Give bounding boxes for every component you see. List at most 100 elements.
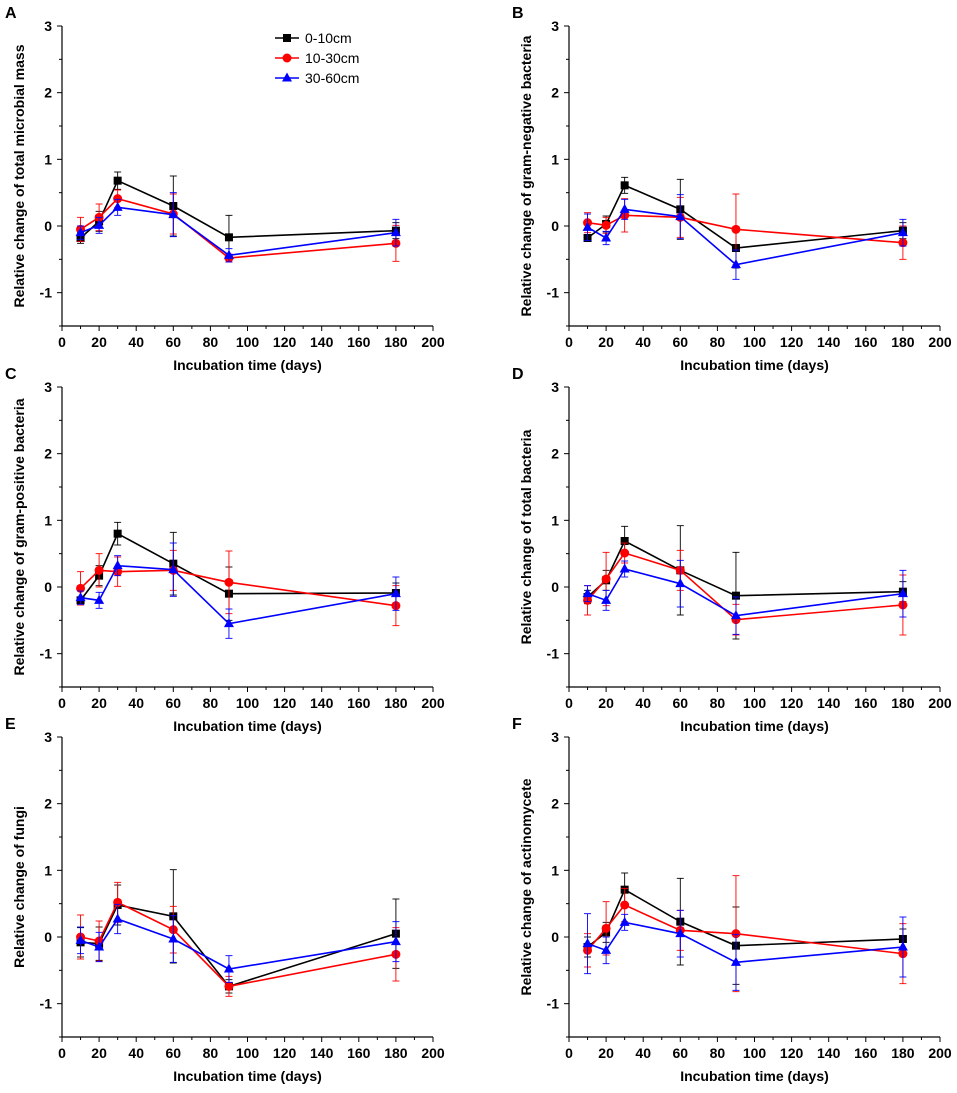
data-point [94,565,104,575]
data-point [224,233,233,242]
data-point [620,900,630,910]
data-point [675,928,686,938]
series-line [80,197,396,259]
y-tick-label: -1 [547,646,560,662]
x-tick-label: 100 [743,695,767,711]
x-tick-label: 140 [817,334,841,350]
series-30-60cm [75,192,401,263]
panel-label: C [5,366,17,383]
x-tick-label: 60 [673,334,689,350]
series-line [80,901,397,988]
data-point [582,938,593,948]
data-point [390,588,401,598]
y-axis-title: Relative change of fungi [11,806,27,968]
panel-label: D [512,366,524,383]
data-point [619,916,630,926]
data-point [675,211,686,221]
x-tick-label: 20 [91,334,107,350]
series-line [587,214,903,244]
x-tick-label: 100 [743,334,767,350]
x-tick-label: 120 [780,1045,804,1061]
data-point [113,176,122,185]
y-tick-label: 2 [44,446,52,462]
x-tick-label: 60 [166,695,182,711]
series-10-30cm [583,193,908,266]
x-axis-title: Incubation time (days) [173,718,322,734]
chart-panel-b: B 0 20 40 60 80 100 120 140 160 180 200 -1 0 1 2 3 Incuba… [512,5,952,373]
x-tick-label: 200 [421,1045,445,1061]
y-tick-label: -1 [547,285,560,301]
x-tick-label: 160 [347,334,371,350]
data-point [94,219,105,229]
x-tick-label: 200 [421,695,445,711]
x-tick-label: 0 [58,1045,66,1061]
series-line [79,532,396,601]
y-axis-title: Relative change of total microbial mass [11,44,27,307]
x-tick-label: 180 [891,695,915,711]
x-tick-label: 60 [166,334,182,350]
panel-label: B [512,5,524,22]
x-axis-title: Incubation time (days) [173,357,322,373]
series-30-60cm [75,903,401,983]
data-point [620,548,630,558]
data-point [112,913,123,923]
data-point [897,227,908,237]
data-point [601,944,612,954]
data-point [731,591,740,600]
x-tick-label: 120 [780,334,804,350]
x-tick-label: 140 [817,1045,841,1061]
x-tick-label: 200 [928,334,952,350]
x-tick-label: 0 [565,695,573,711]
x-tick-label: 0 [58,334,66,350]
x-tick-label: 40 [635,334,651,350]
x-tick-label: 60 [166,1045,182,1061]
legend-marker [282,72,292,82]
x-tick-label: 20 [598,334,614,350]
data-point [224,981,234,991]
x-tick-label: 40 [635,1045,651,1061]
x-tick-label: 180 [891,334,915,350]
legend: 0-10cm 10-30cm 30-60cm [275,30,359,86]
series-line [586,904,903,955]
x-tick-label: 80 [710,1045,726,1061]
x-tick-label: 140 [817,695,841,711]
y-tick-label: 1 [551,862,559,878]
x-tick-label: 0 [565,334,573,350]
series-10-30cm [583,542,908,636]
y-tick-label: 2 [44,796,52,812]
data-point [168,564,179,574]
data-point [601,220,611,230]
x-tick-label: 160 [854,1045,878,1061]
y-tick-label: 0 [44,579,52,595]
series-30-60cm [582,559,908,635]
data-point [731,929,741,939]
series-30-60cm [75,542,401,639]
series-10-30cm [76,549,401,627]
data-point [620,181,629,190]
data-point [730,610,741,620]
y-tick-label: -1 [547,996,560,1012]
x-tick-label: 60 [673,695,689,711]
x-tick-label: 120 [780,695,804,711]
y-tick-label: 0 [551,579,559,595]
y-tick-label: 0 [44,929,52,945]
x-tick-label: 0 [58,695,66,711]
y-tick-label: 0 [551,218,559,234]
data-point [113,194,123,204]
x-tick-label: 140 [310,695,334,711]
x-tick-label: 100 [236,334,260,350]
series-line [80,564,397,625]
data-point [223,249,234,259]
series-30-60cm [582,909,908,991]
x-tick-label: 180 [891,1045,915,1061]
y-tick-label: 1 [44,512,52,528]
x-tick-label: 180 [384,334,408,350]
data-point [730,956,741,966]
panel-label: E [5,716,16,733]
data-point [94,594,105,604]
series-line [587,208,904,266]
x-tick-label: 200 [421,334,445,350]
x-tick-label: 120 [273,334,297,350]
y-tick-label: 1 [551,512,559,528]
